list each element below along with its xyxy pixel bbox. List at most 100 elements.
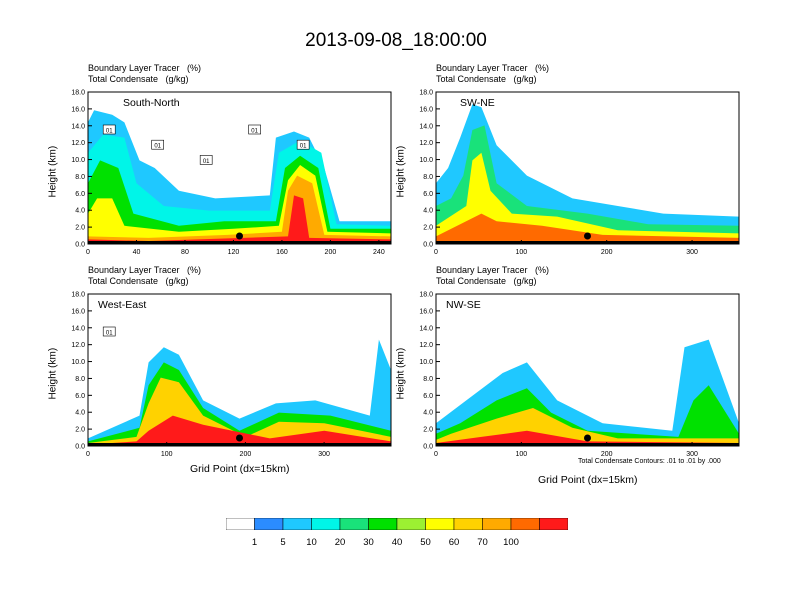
colorbar — [226, 518, 568, 530]
colorbar-swatch — [453, 518, 483, 530]
y-tick-label: 14.0 — [71, 123, 85, 130]
colorbar-label: 70 — [477, 537, 488, 548]
y-tick-label: 6.0 — [423, 393, 433, 400]
y-tick-label: 14.0 — [419, 325, 433, 332]
plot-frame — [435, 293, 740, 447]
contour-label-box — [151, 139, 164, 150]
field-label-condensate: Total Condensate (g/kg) — [88, 276, 189, 286]
x-tick-label: 240 — [373, 249, 385, 256]
colorbar-label: 50 — [420, 537, 431, 548]
y-tick-label: 16.0 — [71, 106, 85, 113]
contour-label-box — [102, 124, 116, 135]
colorbar-swatch — [311, 518, 341, 530]
y-tick-label: 2.0 — [423, 225, 433, 232]
y-tick-label: 10.0 — [71, 359, 85, 366]
terrain — [88, 443, 391, 446]
plot-frame — [87, 293, 392, 447]
y-tick-label: 12.0 — [419, 140, 433, 147]
field-label-tracer: Boundary Layer Tracer (%) — [88, 63, 202, 73]
x-axis-label: Grid Point (dx=15km) — [538, 474, 638, 486]
x-tick-label: 100 — [161, 451, 173, 458]
x-tick-label: 200 — [601, 249, 613, 256]
y-tick-label: 18.0 — [71, 90, 85, 97]
tracer-field — [88, 339, 391, 446]
x-tick-label: 200 — [325, 249, 337, 256]
contour-label: 01 — [251, 129, 258, 135]
tracer-level-11 — [88, 415, 391, 446]
station-marker — [584, 434, 591, 442]
colorbar-label: 60 — [448, 537, 460, 548]
field-label-condensate: Total Condensate (g/kg) — [88, 74, 189, 84]
figure-title: 2013-09-08_18:00:00 — [305, 30, 487, 51]
x-tick-label: 100 — [516, 249, 528, 256]
tracer-level-7 — [436, 152, 739, 244]
colorbar-label: 20 — [334, 537, 346, 548]
panel-label: NW-SE — [446, 299, 481, 311]
terrain — [436, 241, 739, 244]
x-tick-label: 0 — [86, 451, 90, 458]
x-tick-label: 40 — [133, 249, 141, 256]
tracer-level-11 — [436, 430, 739, 446]
colorbar-label: 1 — [251, 537, 258, 548]
y-tick-label: 0.0 — [423, 242, 433, 249]
panel-label: West-East — [98, 299, 146, 311]
contour-label: 01 — [106, 129, 113, 135]
field-label-condensate: Total Condensate (g/kg) — [436, 74, 537, 84]
x-tick-label: 0 — [434, 451, 438, 458]
station-marker — [236, 434, 243, 442]
tracer-level-11 — [88, 195, 391, 244]
plot-frame — [435, 91, 740, 245]
tracer-field — [436, 339, 739, 446]
y-tick-label: 10.0 — [71, 157, 85, 164]
colorbar-swatch — [396, 518, 426, 530]
y-tick-label: 12.0 — [71, 140, 85, 147]
y-tick-label: 12.0 — [419, 342, 433, 349]
colorbar-swatch — [539, 518, 568, 530]
terrain — [436, 443, 739, 446]
y-tick-label: 16.0 — [419, 106, 433, 113]
y-tick-label: 18.0 — [71, 292, 85, 299]
y-tick-label: 4.0 — [75, 410, 85, 417]
x-tick-label: 100 — [516, 451, 528, 458]
y-tick-label: 10.0 — [419, 157, 433, 164]
y-tick-label: 2.0 — [75, 225, 85, 232]
y-tick-label: 14.0 — [419, 123, 433, 130]
y-tick-label: 18.0 — [419, 292, 433, 299]
contour-label: 01 — [203, 159, 210, 165]
y-tick-label: 16.0 — [71, 308, 85, 315]
panel-label: South-North — [123, 97, 180, 109]
y-tick-label: 4.0 — [423, 208, 433, 215]
tracer-field — [436, 104, 739, 244]
y-tick-label: 6.0 — [423, 191, 433, 198]
colorbar-swatch — [482, 518, 512, 530]
colorbar-label: 30 — [363, 537, 374, 548]
x-tick-label: 0 — [434, 249, 438, 256]
plot-nw-se: NW-SE 0.0 2.0 4.0 6.0 8.0 10.0 12.0 14.0 16.0 18.0… — [419, 292, 740, 458]
y-tick-label: 8.0 — [423, 376, 433, 383]
station-marker — [236, 232, 243, 240]
y-tick-label: 4.0 — [75, 208, 85, 215]
x-tick-label: 0 — [86, 249, 90, 256]
colorbar-label: 10 — [306, 537, 317, 548]
y-tick-label: 2.0 — [75, 427, 85, 434]
colorbar-swatch — [510, 518, 540, 530]
x-tick-label: 160 — [276, 249, 288, 256]
plot-west-east: West-East 0.0 2.0 4.0 6.0 8.0 10.0 12.0 14.0 16.0… — [71, 292, 392, 458]
plot-sw-ne: SW-NE 0.0 2.0 4.0 6.0 8.0 10.0 12.0 14.0 16.0 18.0… — [419, 90, 740, 256]
colorbar-swatch — [226, 518, 255, 530]
y-tick-label: 0.0 — [75, 444, 85, 451]
tracer-level-9 — [88, 175, 391, 244]
x-axis-label: Grid Point (dx=15km) — [190, 463, 290, 475]
contour-label-box — [248, 124, 261, 135]
y-tick-label: 8.0 — [75, 174, 85, 181]
field-label-tracer: Boundary Layer Tracer (%) — [436, 265, 550, 275]
colorbar-swatch — [368, 518, 398, 530]
y-tick-label: 4.0 — [423, 410, 433, 417]
plot-south-north: South-North 0.0 2.0 4.0 6.0 8.0 10.0 12.0 14.0 16… — [71, 90, 392, 256]
colorbar-swatch — [425, 518, 455, 530]
y-tick-label: 6.0 — [75, 191, 85, 198]
colorbar-swatch — [254, 518, 284, 530]
y-tick-label: 6.0 — [75, 393, 85, 400]
contour-note: Total Condensate Contours: .01 to .01 by… — [578, 458, 721, 465]
